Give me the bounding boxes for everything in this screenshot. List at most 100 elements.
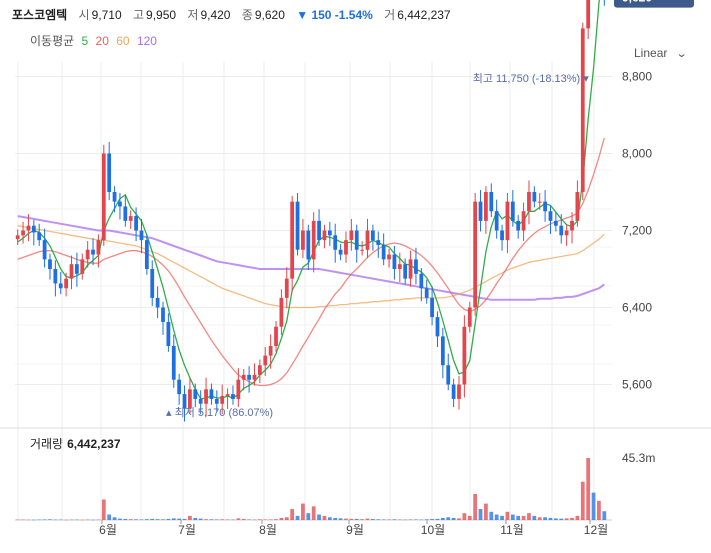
volume-bar: [101, 499, 106, 520]
close-label: 종: [241, 8, 253, 22]
volume-bar: [333, 517, 338, 520]
volume-bar: [435, 518, 440, 520]
volume-bar: [467, 515, 472, 520]
volume-bar: [597, 500, 601, 520]
volume-bar: [559, 518, 564, 520]
volume-bar: [134, 519, 138, 520]
candle-body: [365, 230, 370, 250]
candle-body: [338, 249, 343, 255]
candle-body: [489, 192, 494, 212]
volume-bar: [188, 515, 192, 520]
candle-body: [478, 201, 483, 221]
volume-value: 6,442,237: [397, 8, 451, 22]
y-tick-label: 7,200: [622, 224, 652, 238]
candle-body: [564, 230, 569, 236]
volume-bar: [489, 511, 494, 520]
candle-body: [311, 220, 316, 260]
candle-body: [257, 365, 262, 375]
candle-body: [144, 240, 149, 269]
ma-20-legend[interactable]: 20: [95, 34, 109, 48]
candle-body: [500, 230, 504, 241]
candle-body: [150, 269, 155, 298]
volume-bar: [144, 519, 149, 520]
volume-bar: [451, 517, 456, 520]
candle-body: [327, 230, 332, 236]
volume-bar: [231, 519, 235, 521]
volume-bar: [268, 519, 273, 520]
volume-bar: [15, 519, 20, 521]
candle-body: [241, 374, 246, 380]
stock-header: 포스코엠텍 시 9,710 고 9,950 저 9,420 종 9,620 ▼ 150 …: [12, 6, 459, 23]
x-tick-label: 6월: [99, 523, 117, 537]
close-value: 9,620: [254, 8, 285, 22]
volume-bar: [204, 519, 208, 520]
candle-body: [182, 394, 187, 409]
volume-bar: [209, 519, 214, 520]
candle-body: [435, 317, 440, 337]
x-tick-label: 8월: [259, 523, 277, 537]
volume-bar: [48, 519, 52, 520]
volume-bar: [198, 518, 203, 520]
volume-bar: [128, 519, 133, 520]
candle-body: [225, 394, 230, 397]
candle-body: [69, 264, 74, 279]
candle-body: [570, 220, 574, 231]
volume-bar: [360, 519, 365, 520]
candle-body: [387, 254, 391, 260]
candle-body: [424, 288, 429, 298]
volume-bar: [91, 519, 95, 521]
candle-body: [161, 307, 165, 322]
candle-body: [451, 384, 456, 399]
volume-bar: [344, 518, 348, 520]
volume-bar: [457, 518, 461, 520]
candle-body: [306, 230, 311, 260]
low-value: 9,420: [200, 8, 231, 22]
high-value: 9,950: [146, 8, 177, 22]
candle-body: [527, 192, 531, 212]
volume-bar: [150, 518, 155, 520]
candle-body: [58, 283, 63, 289]
candle-body: [26, 225, 31, 231]
candle-body: [559, 225, 564, 236]
candle-body: [220, 396, 225, 404]
moving-average-legend[interactable]: 이동평균 5 20 60 120: [30, 32, 161, 49]
candle-body: [586, 0, 591, 29]
candle-body: [414, 259, 418, 274]
candle-body: [101, 153, 106, 241]
volume-bar: [430, 519, 434, 520]
volume-bar: [193, 517, 198, 520]
candle-body: [91, 249, 95, 255]
candle-body: [446, 365, 451, 385]
volume-bar: [548, 517, 553, 520]
volume-bar: [155, 519, 160, 520]
stock-name: 포스코엠텍: [12, 8, 68, 22]
chevron-down-icon: ⌄: [675, 48, 688, 60]
volume-bar: [139, 519, 144, 520]
ma-60-legend[interactable]: 60: [116, 34, 130, 48]
candle-body: [15, 235, 20, 240]
ma-5-legend[interactable]: 5: [81, 34, 89, 48]
volume-bar: [494, 514, 499, 520]
candle-body: [575, 192, 580, 221]
volume-bar: [69, 519, 74, 521]
ma-120-legend[interactable]: 120: [136, 34, 157, 48]
volume-bar: [236, 518, 241, 520]
volume-bar: [484, 503, 488, 520]
candle-body: [354, 230, 359, 250]
scale-selector[interactable]: Linear ⌄: [634, 46, 688, 60]
candle-body: [247, 374, 251, 380]
volume-bar: [75, 519, 79, 521]
y-tick-label: 5,600: [622, 378, 652, 392]
volume-bar: [58, 519, 63, 521]
candle-body: [462, 326, 467, 385]
volume-legend-value: 6,442,237: [67, 437, 121, 451]
volume-bar: [575, 515, 580, 520]
volume-bar: [37, 519, 42, 521]
open-value: 9,710: [91, 8, 122, 22]
volume-bar: [586, 458, 591, 520]
candle-body: [473, 201, 478, 308]
volume-bar: [85, 519, 90, 521]
volume-bar: [64, 519, 69, 521]
candle-body: [263, 355, 268, 366]
